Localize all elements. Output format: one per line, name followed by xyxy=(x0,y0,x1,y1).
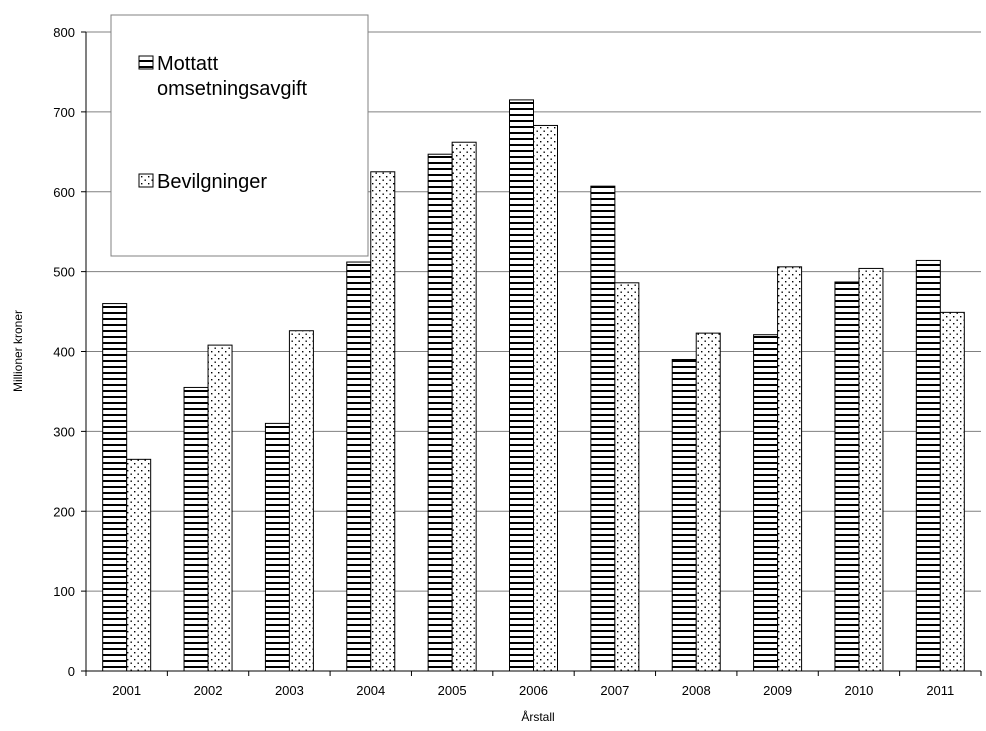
y-axis-title: Millioner kroner xyxy=(11,310,25,392)
bar-bevilgninger-2003 xyxy=(288,330,314,672)
y-tick-label-300: 300 xyxy=(53,424,75,439)
bar-mottatt-2003 xyxy=(264,422,290,672)
y-tick-label-600: 600 xyxy=(53,185,75,200)
bar-bevilgninger-2009 xyxy=(777,266,803,672)
bar-mottatt-2002 xyxy=(183,386,209,672)
bar-bevilgninger-2007 xyxy=(614,282,640,672)
y-tick-label-500: 500 xyxy=(53,265,75,280)
bar-bevilgninger-2001 xyxy=(126,458,152,672)
x-tick-label-2007: 2007 xyxy=(600,683,629,698)
y-tick-label-200: 200 xyxy=(53,504,75,519)
y-tick-label-0: 0 xyxy=(68,664,75,679)
x-tick-label-2001: 2001 xyxy=(112,683,141,698)
bar-bevilgninger-2005 xyxy=(451,141,477,672)
x-tick-label-2003: 2003 xyxy=(275,683,304,698)
bar-mottatt-2005 xyxy=(427,153,453,672)
x-tick-label-2011: 2011 xyxy=(926,683,954,698)
bar-bevilgninger-2011 xyxy=(939,311,965,672)
axes: 0 100 200 300 400 500 600 700 800 2001 2002 2003 200… xyxy=(53,25,982,698)
bars xyxy=(102,99,965,672)
legend-box xyxy=(110,14,369,257)
bar-mottatt-2010 xyxy=(834,281,860,672)
bar-bevilgninger-2006 xyxy=(533,124,558,672)
bar-mottatt-2001 xyxy=(102,303,128,672)
x-tick-label-2008: 2008 xyxy=(682,683,711,698)
legend: Mottatt omsetningsavgift Bevilgninger xyxy=(110,14,369,257)
bar-bevilgninger-2010 xyxy=(858,267,884,672)
legend-swatch-bevilgninger xyxy=(138,173,154,188)
y-tick-label-700: 700 xyxy=(53,105,75,120)
x-tick-label-2006: 2006 xyxy=(519,683,548,698)
legend-label-mottatt-1: omsetningsavgift xyxy=(157,78,308,100)
bar-mottatt-2009 xyxy=(753,334,779,672)
bar-mottatt-2007 xyxy=(590,185,616,672)
y-tick-label-800: 800 xyxy=(53,25,75,40)
x-tick-label-2010: 2010 xyxy=(844,683,873,698)
bar-bevilgninger-2004 xyxy=(370,171,396,672)
x-axis-title: Årstall xyxy=(521,709,554,724)
x-tick-label-2009: 2009 xyxy=(763,683,792,698)
y-tick-label-100: 100 xyxy=(53,584,75,599)
x-tick-label-2004: 2004 xyxy=(356,683,385,698)
legend-label-mottatt-0: Mottatt xyxy=(157,53,219,75)
legend-label-bevilgninger-0: Bevilgninger xyxy=(157,171,267,193)
bar-mottatt-2008 xyxy=(671,358,697,672)
legend-swatch-mottatt xyxy=(138,55,154,70)
x-tick-label-2002: 2002 xyxy=(194,683,223,698)
bar-bevilgninger-2002 xyxy=(207,344,233,672)
bar-mottatt-2004 xyxy=(346,261,372,672)
y-tick-label-400: 400 xyxy=(53,345,75,360)
bar-mottatt-2011 xyxy=(915,259,941,672)
bar-bevilgninger-2008 xyxy=(695,332,721,672)
x-tick-label-2005: 2005 xyxy=(438,683,467,698)
bar-mottatt-2006 xyxy=(509,99,534,672)
